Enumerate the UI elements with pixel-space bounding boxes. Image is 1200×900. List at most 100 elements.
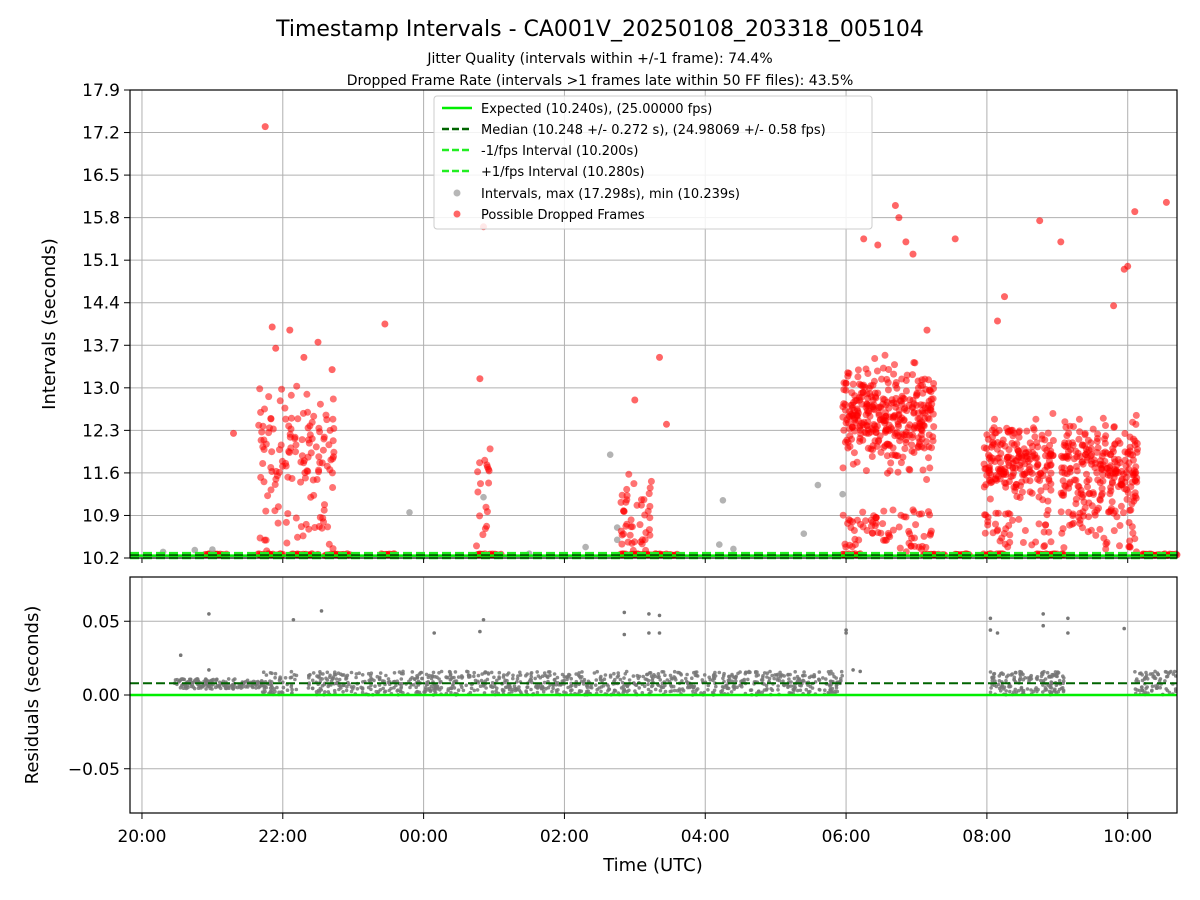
residual-point xyxy=(324,676,328,681)
dropped-frame-point xyxy=(1108,498,1116,506)
residual-point xyxy=(657,613,662,618)
residual-point xyxy=(273,689,277,694)
dropped-frame-point xyxy=(256,534,264,542)
dropped-frame-point xyxy=(890,370,898,378)
residual-point xyxy=(432,631,437,635)
residual-point xyxy=(1140,673,1144,677)
residual-point xyxy=(1051,672,1056,677)
residual-point xyxy=(254,686,258,690)
dropped-frame-point xyxy=(620,507,628,515)
residual-point xyxy=(1145,677,1150,681)
residual-point xyxy=(341,683,346,687)
dropped-frame-point xyxy=(1117,502,1125,510)
intervals-ytick-label: 15.1 xyxy=(82,251,120,271)
dropped-frame-point xyxy=(849,380,857,388)
residual-point xyxy=(618,677,623,682)
residual-point xyxy=(585,685,590,690)
residual-point xyxy=(354,672,359,676)
residual-point xyxy=(1133,670,1137,674)
residual-point xyxy=(524,673,528,678)
residual-point xyxy=(714,684,718,689)
dropped-frame-point xyxy=(1005,522,1013,529)
dropped-frame-point xyxy=(1008,439,1016,447)
dropped-frame-point xyxy=(1129,529,1137,537)
residual-point xyxy=(1021,688,1026,693)
dropped-frame-point xyxy=(866,412,874,420)
residual-point xyxy=(661,670,666,674)
dropped-frame-point xyxy=(1047,486,1055,494)
dropped-frame-point xyxy=(894,452,902,460)
xtick-label: 06:00 xyxy=(822,827,871,847)
residual-point xyxy=(490,690,495,694)
residual-point xyxy=(1012,690,1016,694)
dropped-frame-point xyxy=(297,478,305,486)
residual-point xyxy=(294,673,299,678)
residual-point xyxy=(431,670,436,675)
dropped-frame-point xyxy=(1034,460,1042,468)
residual-point xyxy=(415,676,420,680)
intervals-ylabel: Intervals (seconds) xyxy=(39,238,60,410)
residual-point xyxy=(369,683,373,688)
dropped-frame-point xyxy=(895,523,903,531)
dropped-frame-point xyxy=(1099,414,1107,422)
dropped-frame-point xyxy=(846,541,854,549)
residual-point xyxy=(1010,672,1015,676)
residual-point xyxy=(1033,687,1038,692)
residual-point xyxy=(1144,673,1149,677)
residual-point xyxy=(834,676,838,680)
residual-point xyxy=(740,678,745,683)
dropped-frame-point xyxy=(330,425,338,432)
dropped-frame-point xyxy=(884,440,892,448)
residual-point xyxy=(323,690,327,694)
residual-point xyxy=(768,669,772,674)
dropped-frame-point xyxy=(1091,511,1099,519)
dropped-frame-point xyxy=(877,448,885,456)
dropped-frame-point xyxy=(283,539,291,547)
residual-point xyxy=(684,676,688,681)
dropped-frame-point xyxy=(1004,509,1012,517)
dropped-frame-point xyxy=(631,396,639,404)
residual-point xyxy=(178,678,182,682)
dropped-frame-point xyxy=(1049,410,1057,417)
dropped-frame-point xyxy=(1083,470,1090,478)
residual-point xyxy=(582,677,587,682)
residual-point xyxy=(407,679,411,684)
residual-point xyxy=(574,684,578,688)
residual-point xyxy=(637,674,642,679)
dropped-frame-point xyxy=(914,377,922,385)
residual-point xyxy=(1066,631,1070,635)
residual-point xyxy=(691,689,695,694)
dropped-frame-point xyxy=(1022,449,1030,457)
dropped-frame-point xyxy=(292,441,300,449)
dropped-frame-point xyxy=(628,539,636,547)
residual-point xyxy=(294,687,299,692)
residual-point xyxy=(592,671,597,675)
residual-point xyxy=(221,679,226,684)
dropped-frame-point xyxy=(286,433,294,441)
residual-point xyxy=(535,670,539,674)
dropped-frame-point xyxy=(1132,420,1140,428)
residual-point xyxy=(851,668,855,672)
dropped-frame-point xyxy=(1162,198,1170,206)
dropped-frame-point xyxy=(257,408,265,416)
residual-point xyxy=(511,673,515,678)
dropped-frame-point xyxy=(272,475,280,483)
dropped-frame-point xyxy=(1005,446,1013,454)
dropped-frame-point xyxy=(307,493,315,501)
dropped-frame-point xyxy=(1132,411,1140,419)
residual-point xyxy=(510,690,514,694)
residual-point xyxy=(757,689,761,693)
dropped-frame-point xyxy=(920,532,928,540)
residual-point xyxy=(546,675,550,680)
residual-point xyxy=(314,690,319,694)
dropped-frame-point xyxy=(258,428,266,436)
residual-point xyxy=(792,676,797,681)
dropped-frame-point xyxy=(1061,469,1069,477)
residual-point xyxy=(382,690,387,694)
dropped-frame-point xyxy=(908,403,916,411)
residual-point xyxy=(492,684,497,689)
residual-point xyxy=(1041,623,1045,628)
residual-point xyxy=(642,684,647,689)
residual-point xyxy=(392,671,397,675)
dropped-frame-point xyxy=(272,344,280,352)
